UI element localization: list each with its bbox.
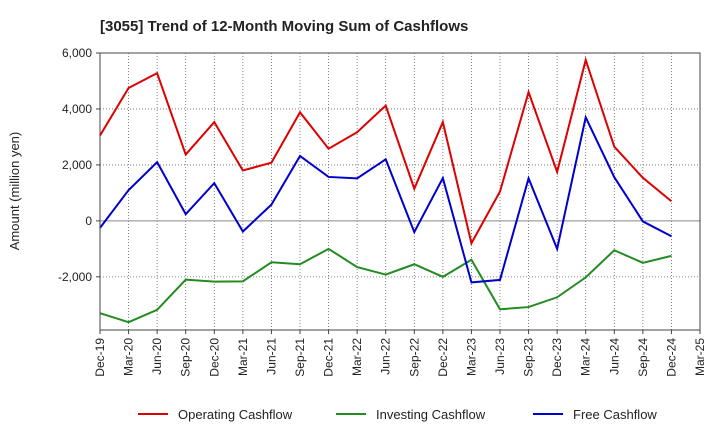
x-tick-label: Jun-23 [493, 338, 507, 375]
legend: Operating Cashflow Investing Cashflow Free… [138, 407, 657, 422]
y-axis-label: Amount (million yen) [7, 132, 22, 251]
x-tick-label: Sep-21 [293, 338, 307, 377]
x-tick-label: Mar-25 [693, 338, 707, 376]
y-tick-label: 0 [85, 214, 92, 228]
x-tick-label: Dec-23 [550, 338, 564, 377]
x-tick-label: Sep-22 [407, 338, 421, 377]
x-tick-label: Jun-22 [379, 338, 393, 375]
x-tick-label: Jun-20 [150, 338, 164, 375]
x-tick-label: Jun-21 [264, 338, 278, 375]
x-tick-label: Sep-20 [179, 338, 193, 377]
x-tick-labels: Dec-19 Mar-20 Jun-20 Sep-20 Dec-20 Mar-21 Jun-… [93, 330, 707, 377]
y-tick-label: 6,000 [62, 46, 92, 60]
series-lines [99, 56, 673, 324]
series-line-operating-cashflow [99, 56, 673, 247]
y-tick-labels: 6,000 4,000 2,000 0 -2,000 [58, 46, 100, 284]
x-tick-label: Dec-19 [93, 338, 107, 377]
series-line-investing-cashflow [99, 247, 672, 324]
x-tick-label: Mar-21 [236, 338, 250, 376]
legend-label-free-cashflow: Free Cashflow [573, 407, 657, 422]
x-tick-label: Mar-20 [122, 338, 136, 376]
x-tick-label: Sep-24 [636, 338, 650, 377]
x-tick-label: Dec-22 [436, 338, 450, 377]
x-tick-label: Mar-24 [579, 338, 593, 376]
y-tick-label: 4,000 [62, 102, 92, 116]
y-tick-label: -2,000 [58, 270, 92, 284]
legend-label-investing-cashflow: Investing Cashflow [376, 407, 486, 422]
x-tick-label: Jun-24 [607, 338, 621, 375]
chart-title: [3055] Trend of 12-Month Moving Sum of C… [100, 18, 468, 35]
legend-label-operating-cashflow: Operating Cashflow [178, 407, 293, 422]
x-tick-label: Dec-24 [664, 338, 678, 377]
plot-frame [99, 52, 701, 331]
x-tick-label: Mar-22 [350, 338, 364, 376]
series-line-free-cashflow [99, 114, 672, 284]
grid-lines [100, 52, 700, 330]
y-tick-label: 2,000 [62, 158, 92, 172]
x-tick-label: Dec-21 [322, 338, 336, 377]
x-tick-label: Mar-23 [464, 338, 478, 376]
x-tick-label: Dec-20 [207, 338, 221, 377]
x-tick-label: Sep-23 [522, 338, 536, 377]
